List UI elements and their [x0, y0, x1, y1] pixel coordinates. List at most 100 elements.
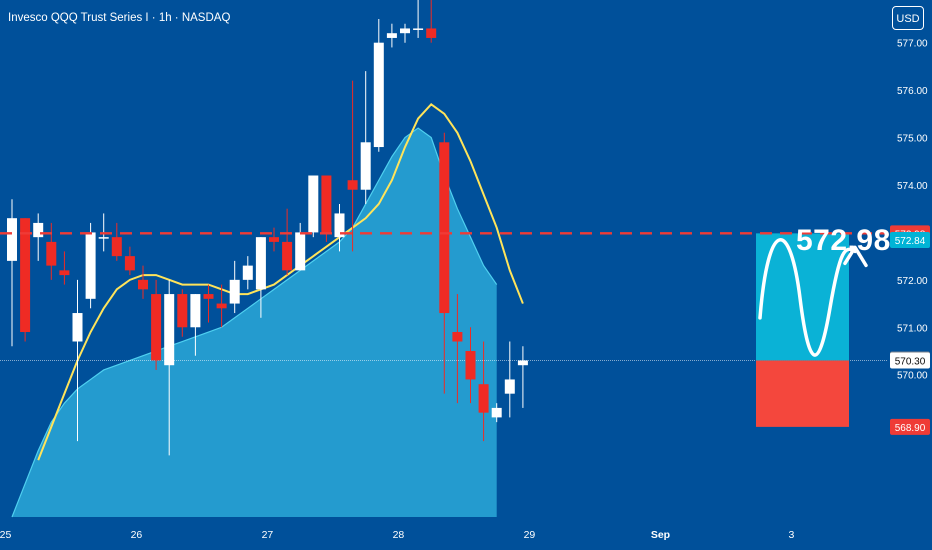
candle-body — [282, 241, 293, 271]
candle-body — [111, 237, 122, 257]
projection-wave — [758, 238, 857, 357]
target-price-label: 572.98 — [796, 224, 891, 257]
area-band-fill — [12, 128, 497, 518]
candle — [138, 265, 148, 299]
candle-body — [269, 237, 279, 242]
candle — [190, 294, 201, 356]
candle — [46, 222, 57, 280]
candle — [229, 260, 240, 314]
candle-body — [400, 28, 410, 34]
candle-body — [164, 294, 175, 366]
candle-body — [46, 241, 57, 266]
moving-average-line — [37, 103, 524, 461]
candle — [124, 246, 135, 276]
price-label-pill: 570.30 — [890, 352, 930, 369]
candle — [439, 132, 450, 394]
candle — [308, 175, 319, 238]
candle-body — [190, 294, 201, 328]
candle-body — [177, 294, 188, 328]
candle — [269, 227, 279, 252]
candle — [59, 251, 70, 285]
y-tick-label: 577.00 — [897, 39, 928, 50]
candle — [111, 222, 122, 261]
candle — [517, 346, 528, 408]
price-label-pill: 572.84 — [890, 232, 930, 249]
currency-button[interactable]: USD — [892, 6, 924, 30]
price-label-bg — [890, 352, 930, 369]
candle-body — [229, 279, 240, 304]
candle-body — [517, 360, 528, 366]
candle — [282, 208, 293, 276]
candle-body — [7, 218, 17, 261]
candle-body — [360, 142, 371, 190]
candle-body — [504, 379, 515, 394]
candle-body — [20, 218, 31, 333]
candle-body — [216, 303, 227, 309]
candle — [177, 289, 188, 337]
candle — [452, 294, 463, 404]
candle — [255, 237, 266, 318]
y-tick-label: 575.00 — [897, 134, 928, 145]
candle — [151, 279, 162, 370]
price-label-text: 570.30 — [895, 356, 926, 367]
candle-body — [85, 232, 96, 299]
candle — [334, 203, 345, 252]
y-tick-label: 570.00 — [897, 371, 928, 382]
candle — [426, 0, 437, 43]
candle-body — [386, 33, 397, 38]
candle — [465, 327, 476, 404]
candle-body — [33, 222, 44, 238]
x-tick-label: 27 — [262, 529, 274, 541]
area-band-layer — [11, 127, 498, 518]
candle-body — [452, 332, 463, 342]
candle — [7, 199, 17, 347]
price-label-bg — [890, 418, 930, 435]
x-tick-label: 29 — [524, 529, 536, 541]
y-tick-label: 574.00 — [897, 181, 928, 192]
candle-body — [124, 256, 135, 271]
candle — [295, 222, 306, 271]
price-label-bg — [890, 232, 930, 249]
y-tick-label: 572.00 — [897, 276, 928, 287]
candle — [85, 222, 96, 309]
symbol-title: Invesco QQQ Trust Series I · 1h · NASDAQ — [8, 12, 231, 24]
candle-body — [255, 237, 266, 290]
candle-body — [203, 294, 214, 299]
candle — [242, 256, 253, 290]
candle-body — [491, 407, 502, 418]
projection-arrow — [843, 245, 868, 268]
candle-body — [151, 294, 162, 361]
price-label-pill: 568.90 — [890, 418, 930, 435]
candle — [72, 279, 83, 442]
candle-body — [439, 142, 450, 314]
x-tick-label: 25 — [0, 529, 11, 541]
candle — [504, 341, 515, 418]
candle-body — [426, 28, 437, 38]
candle — [164, 279, 175, 456]
candle-body — [321, 175, 332, 233]
candle — [386, 23, 397, 48]
candle-body — [295, 232, 306, 271]
candle — [491, 403, 502, 423]
price-label-text: 572.84 — [895, 236, 926, 247]
stop-zone — [756, 360, 849, 427]
projection-layer — [756, 233, 868, 427]
candle-body — [308, 175, 319, 233]
candle — [413, 0, 424, 38]
candle — [478, 341, 489, 442]
x-tick-label: 26 — [131, 529, 143, 541]
candle — [203, 284, 214, 323]
candle — [321, 175, 332, 242]
candle-body — [334, 213, 345, 238]
candle — [33, 213, 44, 261]
x-tick-label: Sep — [651, 529, 670, 541]
x-tick-label: 28 — [393, 529, 405, 541]
y-tick-label: 571.00 — [897, 323, 928, 334]
candle-body — [373, 42, 384, 148]
candle — [373, 18, 384, 152]
candle-body — [347, 180, 358, 190]
area-band-edge — [11, 127, 498, 518]
candle-body — [242, 265, 253, 280]
